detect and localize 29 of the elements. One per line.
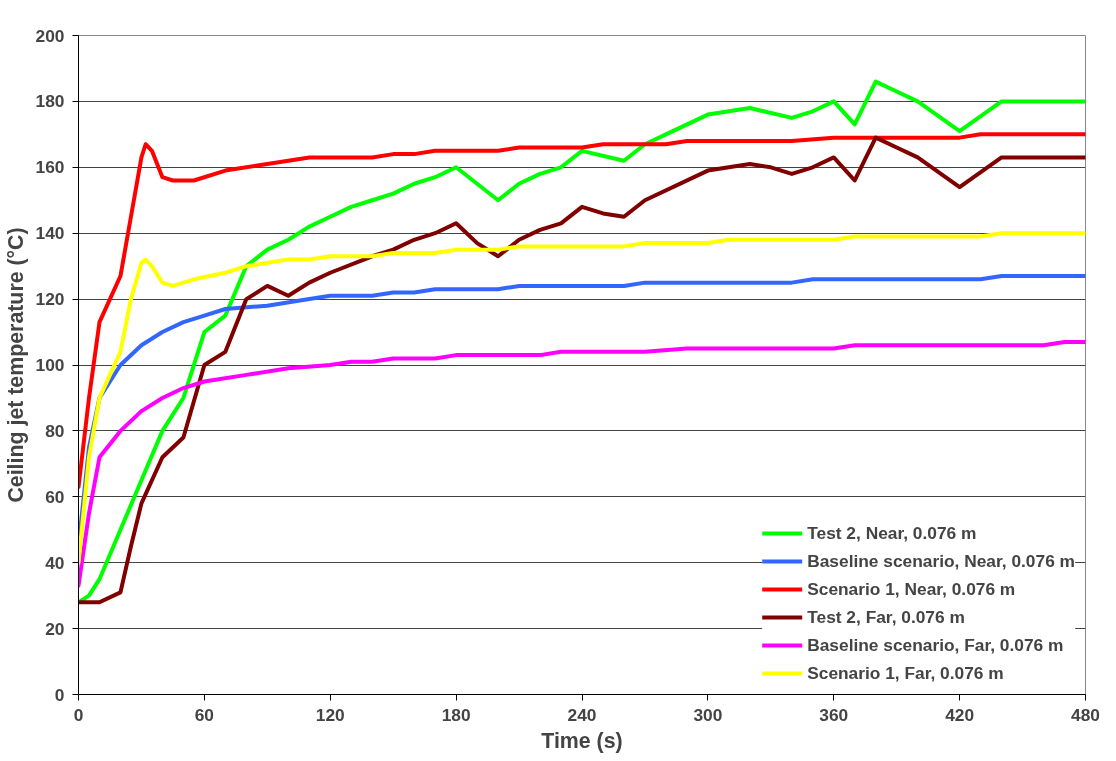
legend-label: Scenario 1, Near, 0.076 m bbox=[807, 578, 1016, 600]
x-tick-label: 240 bbox=[567, 704, 597, 725]
x-tick-label: 300 bbox=[693, 704, 723, 725]
legend-label: Baseline scenario, Far, 0.076 m bbox=[807, 634, 1064, 656]
y-tick-label: 160 bbox=[35, 157, 65, 178]
legend-label: Test 2, Near, 0.076 m bbox=[807, 522, 977, 544]
y-tick-label: 40 bbox=[45, 552, 65, 573]
x-tick-label: 360 bbox=[819, 704, 849, 725]
y-axis-title: Ceiling jet temperature (°C) bbox=[3, 227, 28, 503]
x-tick-label: 0 bbox=[73, 704, 84, 725]
y-tick-label: 120 bbox=[35, 289, 65, 310]
y-tick-label: 60 bbox=[45, 486, 65, 507]
x-tick-label: 60 bbox=[194, 704, 215, 725]
x-tick-label: 480 bbox=[1071, 704, 1100, 725]
y-tick-label: 80 bbox=[45, 420, 65, 441]
y-tick-label: 180 bbox=[35, 91, 65, 112]
legend-label: Scenario 1, Far, 0.076 m bbox=[807, 662, 1004, 684]
legend-label: Baseline scenario, Near, 0.076 m bbox=[807, 550, 1075, 572]
x-tick-label: 120 bbox=[315, 704, 345, 725]
y-tick-label: 0 bbox=[54, 684, 65, 705]
legend-label: Test 2, Far, 0.076 m bbox=[807, 606, 965, 628]
y-tick-label: 20 bbox=[45, 618, 65, 639]
line-series bbox=[78, 132, 1086, 489]
x-tick-label: 180 bbox=[441, 704, 471, 725]
y-tick-label: 200 bbox=[35, 25, 65, 46]
x-tick-label: 420 bbox=[945, 704, 975, 725]
x-axis-title: Time (s) bbox=[541, 728, 623, 753]
y-tick-label: 140 bbox=[35, 223, 65, 244]
y-tick-label: 100 bbox=[35, 355, 65, 375]
